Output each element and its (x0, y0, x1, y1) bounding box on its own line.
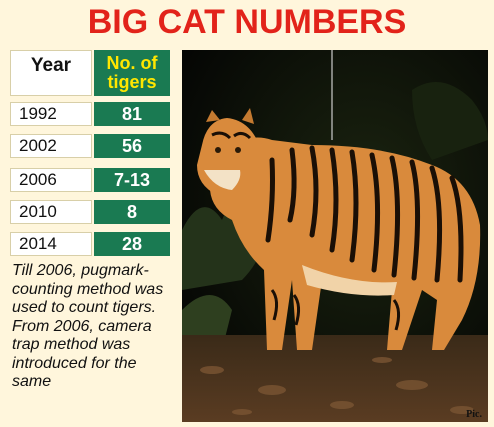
table-row: 2002 56 (10, 134, 170, 158)
page-title: BIG CAT NUMBERS (87, 3, 407, 41)
year-cell: 2002 (10, 134, 92, 158)
tiger-photo: Pic. (182, 50, 488, 422)
tiger-count-cell: 56 (94, 134, 170, 158)
column-header-year: Year (10, 50, 92, 96)
table-row: 2014 28 (10, 232, 170, 256)
year-cell: 2010 (10, 200, 92, 224)
table-row: 2010 8 (10, 200, 170, 224)
tiger-count-cell: 28 (94, 232, 170, 256)
tiger-count-cell: 81 (94, 102, 170, 126)
tiger-count-cell: 7-13 (94, 168, 170, 192)
method-note: Till 2006, pugmark-counting method was u… (12, 262, 164, 390)
year-cell: 2006 (10, 168, 92, 192)
table-row: 1992 81 (10, 102, 170, 126)
year-cell: 2014 (10, 232, 92, 256)
tiger-illustration (182, 50, 488, 422)
table-row: 2006 7-13 (10, 168, 170, 192)
photo-credit: Pic. (466, 409, 482, 420)
tiger-count-cell: 8 (94, 200, 170, 224)
column-header-tigers: No. of tigers (94, 50, 170, 96)
year-cell: 1992 (10, 102, 92, 126)
